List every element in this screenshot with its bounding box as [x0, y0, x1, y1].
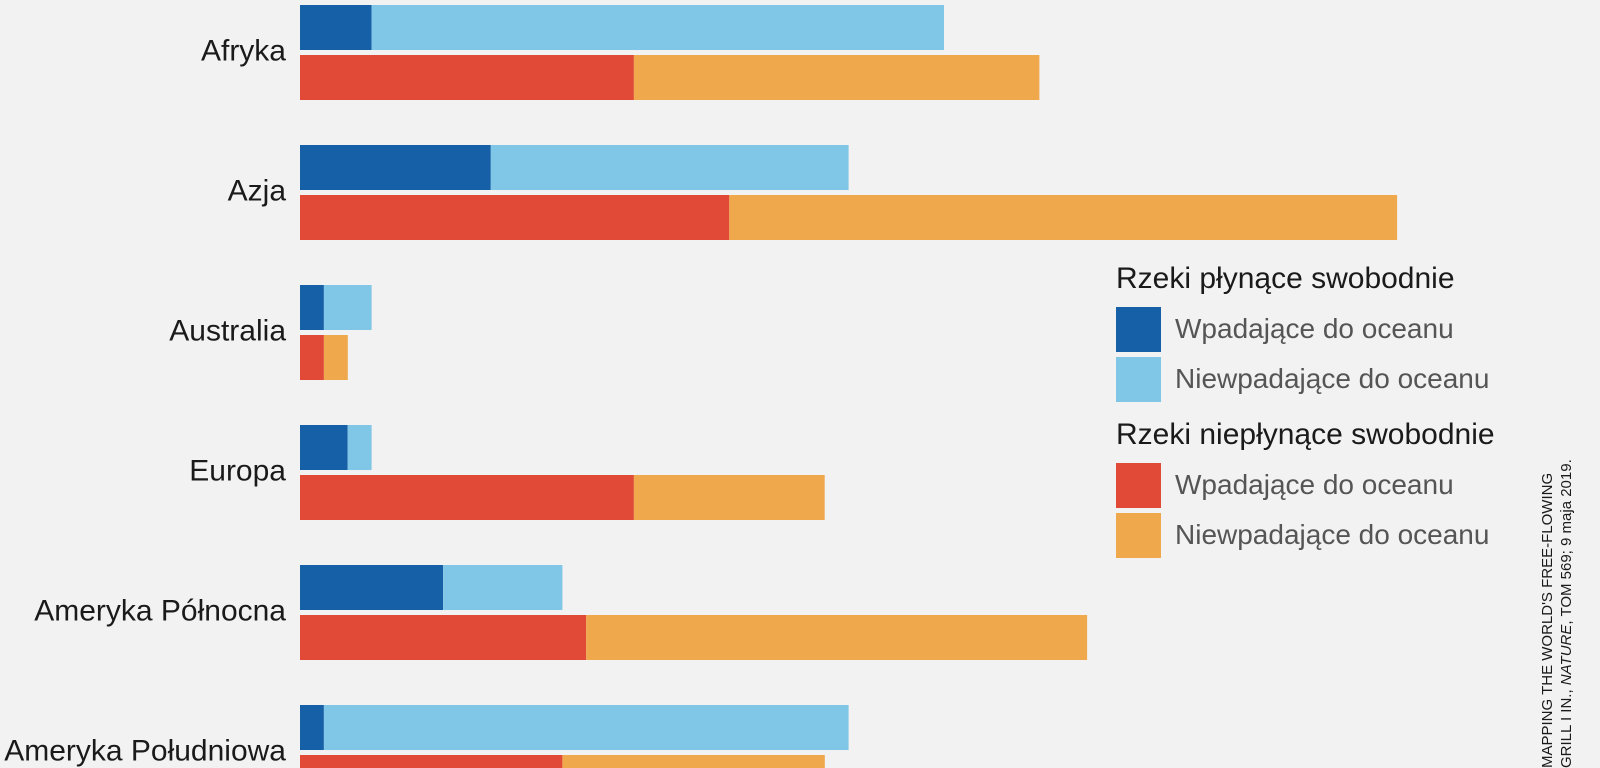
- bar-afryka-group1-series1: [300, 5, 372, 50]
- legend-label: Niewpadające do oceanu: [1175, 519, 1490, 550]
- legend-group-title: Rzeki płynące swobodnie: [1116, 262, 1455, 295]
- bar-azja-group1-series1: [300, 145, 491, 190]
- bar-australia-group2-series2: [323, 335, 348, 380]
- bar-azja-group1-series2: [490, 145, 849, 190]
- legend-item: Niewpadające do oceanu: [1116, 510, 1495, 560]
- legend-label: Wpadające do oceanu: [1175, 313, 1454, 344]
- bar-australia-group1-series2: [323, 285, 372, 330]
- category-label-afryka: Afryka: [201, 34, 286, 67]
- category-label-azja: Azja: [228, 174, 287, 207]
- legend-group-not-free-flowing: Rzeki niepłynące swobodnie Wpadające do …: [1116, 418, 1495, 560]
- bar-ameryka-polnocna-group2-series1: [300, 615, 587, 660]
- legend-item: Wpadające do oceanu: [1116, 460, 1495, 510]
- category-label-australia: Australia: [169, 314, 286, 347]
- bar-afryka-group2-series1: [300, 55, 634, 100]
- bar-australia-group2-series1: [300, 335, 324, 380]
- legend-swatch: [1116, 512, 1161, 558]
- legend-group-title: Rzeki niepłynące swobodnie: [1116, 418, 1495, 451]
- journal-name: NATURE: [1558, 624, 1575, 686]
- category-label-ameryka-polnocna: Ameryka Północna: [34, 594, 286, 627]
- bar-azja-group2-series2: [729, 195, 1398, 240]
- legend-swatch: [1116, 306, 1161, 352]
- legend-swatch: [1116, 462, 1161, 508]
- bar-afryka-group2-series2: [633, 55, 1040, 100]
- bar-azja-group2-series1: [300, 195, 730, 240]
- bar-europa-group1-series2: [347, 425, 372, 470]
- bar-ameryka-poludniowa-group2-series2: [562, 755, 825, 768]
- bar-europa-group2-series1: [300, 475, 634, 520]
- category-label-europa: Europa: [189, 454, 286, 487]
- bar-ameryka-poludniowa-group1-series1: [300, 705, 324, 750]
- bar-ameryka-poludniowa-group1-series2: [323, 705, 849, 750]
- legend-label: Wpadające do oceanu: [1175, 469, 1454, 500]
- legend-item: Wpadające do oceanu: [1116, 304, 1495, 354]
- category-label-ameryka-poludniowa: Ameryka Południowa: [4, 734, 286, 767]
- bar-australia-group1-series1: [300, 285, 324, 330]
- legend-group-free-flowing: Rzeki płynące swobodnie Wpadające do oce…: [1116, 262, 1495, 404]
- bar-ameryka-polnocna-group2-series2: [586, 615, 1088, 660]
- bar-ameryka-polnocna-group1-series1: [300, 565, 444, 610]
- source-line-2: GRILL I IN., NATURE, TOM 569; 9 maja 201…: [1558, 459, 1575, 768]
- bar-ameryka-polnocna-group1-series2: [443, 565, 563, 610]
- source-credit: MAPPING THE WORLD'S FREE-FLOWING GRILL I…: [1538, 459, 1576, 768]
- bar-europa-group1-series1: [300, 425, 348, 470]
- source-line-1: MAPPING THE WORLD'S FREE-FLOWING: [1539, 472, 1556, 768]
- bar-europa-group2-series2: [633, 475, 825, 520]
- legend-item: Niewpadające do oceanu: [1116, 354, 1495, 404]
- legend-label: Niewpadające do oceanu: [1175, 363, 1490, 394]
- legend-swatch: [1116, 356, 1161, 402]
- legend: Rzeki płynące swobodnie Wpadające do oce…: [1116, 262, 1495, 560]
- bar-afryka-group1-series2: [371, 5, 945, 50]
- bar-ameryka-poludniowa-group2-series1: [300, 755, 563, 768]
